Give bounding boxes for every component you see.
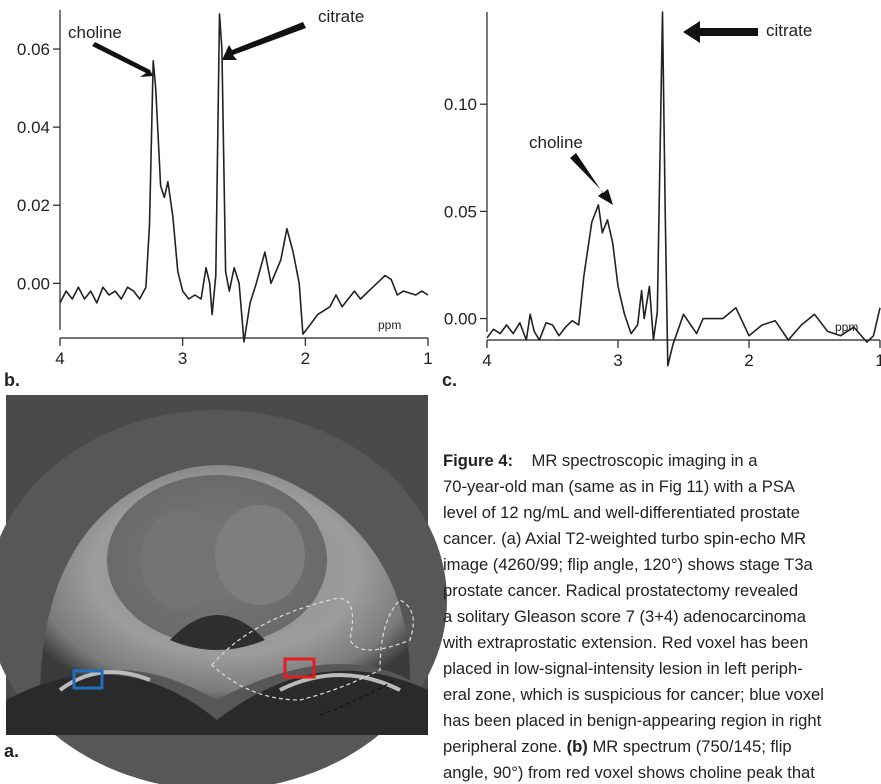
x-tick-label: 4 xyxy=(482,351,491,370)
mr-image xyxy=(0,395,447,784)
annotation: choline xyxy=(68,23,122,42)
x-tick-label: 4 xyxy=(55,349,64,368)
panel-label: b. xyxy=(4,370,20,390)
caption-line: prostate cancer. Radical prostatectomy r… xyxy=(443,581,798,600)
y-tick-label: 0.02 xyxy=(17,196,50,215)
caption-line: level of 12 ng/mL and well-differentiate… xyxy=(443,503,800,522)
x-tick-label: 2 xyxy=(301,349,310,368)
caption-text: level of 12 ng/mL and well-differentiate… xyxy=(443,503,800,522)
arrow xyxy=(570,153,613,205)
x-axis-label: ppm xyxy=(378,318,401,332)
arrow xyxy=(222,22,306,60)
caption-line: a solitary Gleason score 7 (3+4) adenoca… xyxy=(443,607,807,626)
caption-line: has been placed in benign-appearing regi… xyxy=(443,711,822,730)
caption-text: MR spectroscopic imaging in a xyxy=(513,451,758,470)
caption-text: MR spectrum (750/145; flip xyxy=(588,737,792,756)
x-tick-label: 3 xyxy=(178,349,187,368)
caption-line: image (4260/99; flip angle, 120°) shows … xyxy=(443,555,814,574)
y-tick-label: 0.00 xyxy=(17,274,50,293)
x-tick-label: 3 xyxy=(613,351,622,370)
caption-text: placed in low-signal-intensity lesion in… xyxy=(443,659,803,678)
panel-label: a. xyxy=(4,741,19,761)
annotation: citrate xyxy=(766,21,812,40)
x-tick-label: 2 xyxy=(744,351,753,370)
caption-text: 70-year-old man (same as in Fig 11) with… xyxy=(443,477,796,496)
annotation: citrate xyxy=(318,7,364,26)
caption-line: angle, 90°) from red voxel shows choline… xyxy=(443,763,815,782)
spectrum-line xyxy=(486,11,881,367)
y-tick-label: 0.06 xyxy=(17,40,50,59)
caption-line: cancer. (a) Axial T2-weighted turbo spin… xyxy=(443,529,806,548)
panel-label: c. xyxy=(442,370,457,390)
caption-text: (b) xyxy=(567,737,588,756)
caption-line: with extraprostatic extension. Red voxel… xyxy=(442,633,808,652)
y-tick-label: 0.04 xyxy=(17,118,50,137)
y-tick-label: 0.10 xyxy=(444,95,477,114)
arrow xyxy=(92,42,153,77)
caption-text: has been placed in benign-appearing regi… xyxy=(443,711,822,730)
arrow xyxy=(683,21,758,43)
caption-text: image (4260/99; flip angle, 120°) shows … xyxy=(443,555,814,574)
caption: Figure 4: MR spectroscopic imaging in a 7… xyxy=(442,451,824,782)
x-axis-label: ppm xyxy=(835,320,858,334)
caption-text: Figure 4: xyxy=(443,451,513,470)
spectrum-line xyxy=(59,13,429,343)
x-tick-label: 1 xyxy=(423,349,432,368)
caption-text: angle, 90°) from red voxel shows choline… xyxy=(443,763,815,782)
caption-text: with extraprostatic extension. Red voxel… xyxy=(442,633,808,652)
caption-text: prostate cancer. Radical prostatectomy r… xyxy=(443,581,798,600)
x-tick-label: 1 xyxy=(875,351,881,370)
caption-text: a solitary Gleason score 7 (3+4) adenoca… xyxy=(443,607,807,626)
caption-line: placed in low-signal-intensity lesion in… xyxy=(443,659,803,678)
caption-text: eral zone, which is suspicious for cance… xyxy=(443,685,824,704)
y-tick-label: 0.00 xyxy=(444,310,477,329)
caption-line: 70-year-old man (same as in Fig 11) with… xyxy=(443,477,796,496)
caption-text: peripheral zone. xyxy=(443,737,567,756)
caption-line: peripheral zone. (b) MR spectrum (750/14… xyxy=(443,737,792,756)
caption-text: cancer. (a) Axial T2-weighted turbo spin… xyxy=(443,529,806,548)
caption-line: Figure 4: MR spectroscopic imaging in a xyxy=(443,451,758,470)
annotation: choline xyxy=(529,133,583,152)
caption-line: eral zone, which is suspicious for cance… xyxy=(443,685,824,704)
y-tick-label: 0.05 xyxy=(444,202,477,221)
